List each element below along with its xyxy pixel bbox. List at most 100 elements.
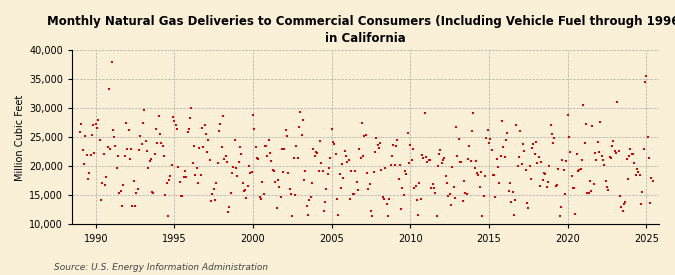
- Point: [507, 190, 518, 194]
- Point: [601, 185, 612, 189]
- Point: [250, 145, 261, 149]
- Point: [472, 171, 483, 176]
- Point: [439, 156, 450, 160]
- Point: [550, 183, 561, 188]
- Point: [198, 145, 209, 149]
- Point: [373, 146, 384, 150]
- Point: [279, 147, 290, 151]
- Point: [269, 169, 279, 174]
- Point: [394, 163, 405, 167]
- Point: [574, 168, 585, 172]
- Point: [89, 151, 100, 155]
- Point: [327, 140, 338, 144]
- Point: [579, 141, 590, 145]
- Point: [249, 126, 260, 131]
- Point: [99, 182, 110, 187]
- Point: [416, 153, 427, 158]
- Point: [81, 153, 92, 157]
- Point: [476, 170, 487, 175]
- Point: [271, 205, 282, 210]
- Point: [93, 118, 104, 122]
- Point: [366, 208, 377, 213]
- Point: [565, 149, 576, 154]
- Point: [477, 214, 488, 218]
- Point: [275, 194, 286, 199]
- Point: [561, 159, 572, 164]
- Point: [160, 192, 171, 197]
- Point: [425, 158, 435, 163]
- Point: [628, 152, 639, 156]
- Point: [469, 166, 480, 170]
- Point: [448, 185, 459, 189]
- Point: [430, 191, 441, 196]
- Point: [582, 191, 593, 195]
- Point: [194, 145, 205, 150]
- Point: [376, 168, 387, 172]
- Point: [242, 183, 253, 188]
- Point: [639, 80, 650, 84]
- Point: [611, 151, 622, 155]
- Point: [553, 166, 564, 171]
- Point: [637, 189, 648, 194]
- Point: [383, 214, 394, 218]
- Text: Source: U.S. Energy Information Administration: Source: U.S. Energy Information Administ…: [54, 263, 268, 272]
- Point: [587, 123, 598, 128]
- Point: [115, 189, 126, 193]
- Point: [607, 144, 618, 148]
- Point: [329, 142, 340, 147]
- Point: [396, 207, 406, 211]
- Point: [621, 157, 632, 161]
- Point: [134, 148, 144, 152]
- Point: [468, 111, 479, 116]
- Point: [497, 119, 508, 123]
- Point: [580, 122, 591, 127]
- Point: [259, 144, 270, 148]
- Point: [608, 139, 619, 143]
- Point: [360, 133, 371, 138]
- Point: [636, 202, 647, 207]
- Point: [589, 182, 599, 186]
- Point: [560, 192, 570, 196]
- Point: [418, 156, 429, 160]
- Point: [440, 174, 451, 178]
- Point: [205, 157, 215, 162]
- Point: [397, 185, 408, 190]
- Point: [124, 157, 135, 161]
- Point: [325, 156, 335, 161]
- Point: [629, 161, 640, 165]
- Point: [280, 128, 291, 132]
- Point: [331, 197, 342, 201]
- Point: [575, 167, 586, 171]
- Point: [441, 181, 452, 185]
- Point: [634, 173, 645, 178]
- Point: [557, 158, 568, 162]
- Point: [466, 129, 477, 134]
- Point: [163, 214, 173, 218]
- Point: [526, 146, 537, 150]
- Point: [479, 194, 489, 198]
- Point: [388, 143, 399, 147]
- Point: [228, 165, 239, 169]
- Point: [312, 150, 323, 155]
- Point: [113, 153, 124, 158]
- Point: [398, 193, 409, 197]
- Point: [511, 123, 522, 127]
- Point: [362, 171, 373, 175]
- Point: [184, 126, 194, 131]
- Point: [415, 197, 426, 201]
- Point: [143, 166, 154, 170]
- Point: [296, 132, 307, 137]
- Point: [277, 147, 288, 152]
- Point: [502, 131, 513, 136]
- Point: [174, 179, 185, 184]
- Point: [481, 136, 491, 140]
- Point: [177, 194, 188, 199]
- Point: [258, 192, 269, 196]
- Point: [295, 110, 306, 114]
- Point: [310, 150, 321, 155]
- Point: [512, 164, 523, 168]
- Point: [434, 152, 445, 156]
- Point: [375, 140, 385, 145]
- Point: [265, 151, 275, 155]
- Point: [153, 114, 164, 119]
